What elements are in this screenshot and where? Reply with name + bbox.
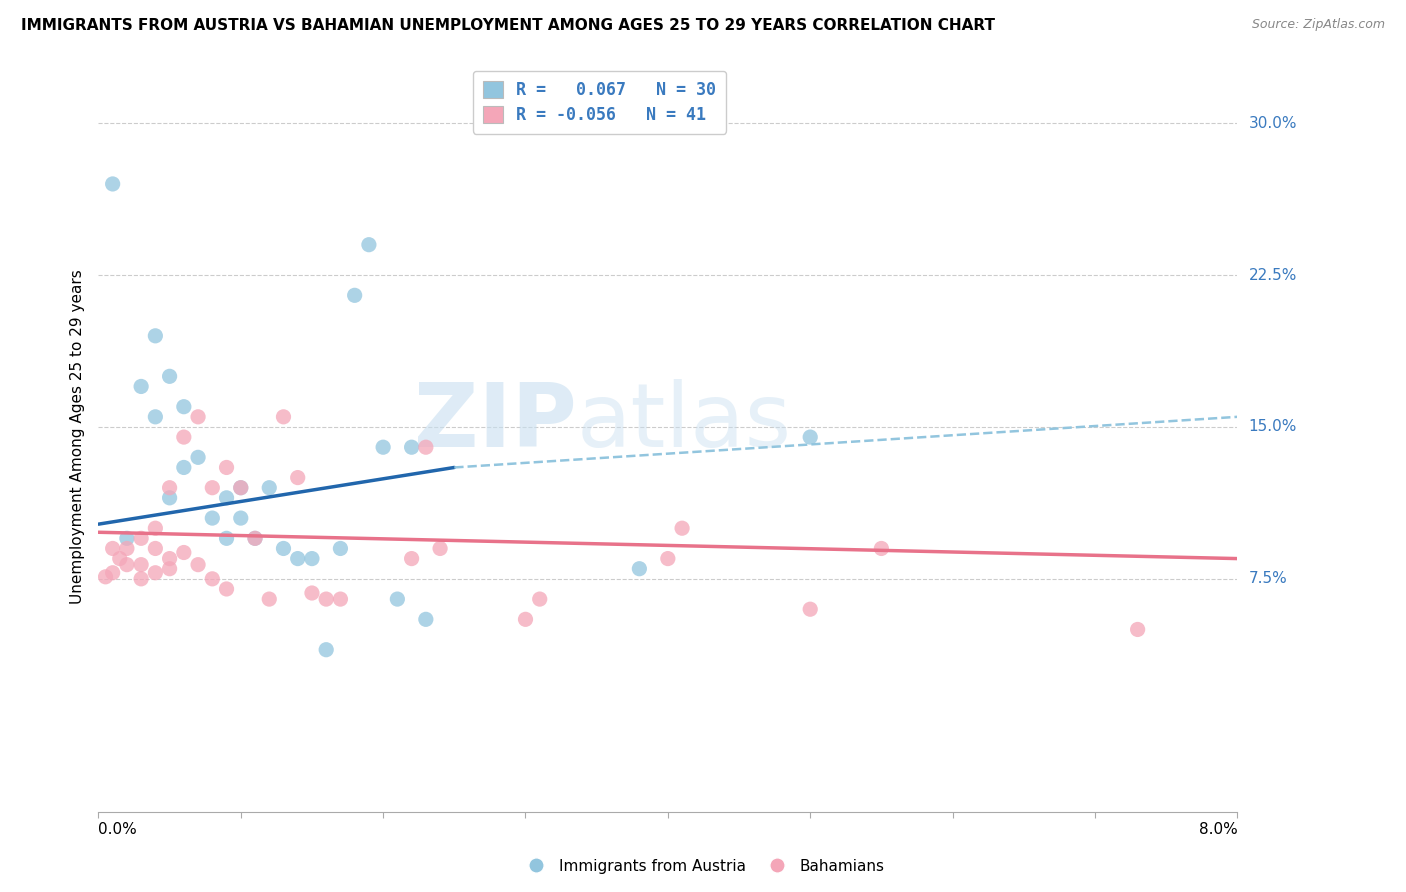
Point [94, 570, 117, 584]
Point [529, 592, 551, 607]
Point [159, 562, 181, 576]
Text: ZIP: ZIP [413, 378, 576, 466]
Point [115, 558, 138, 572]
Point [371, 440, 394, 454]
Point [515, 612, 537, 626]
Point [173, 430, 195, 444]
Point [115, 541, 138, 556]
Point [870, 541, 893, 556]
Point [145, 566, 167, 580]
Y-axis label: Unemployment Among Ages 25 to 29 years: Unemployment Among Ages 25 to 29 years [69, 269, 84, 605]
Point [273, 541, 295, 556]
Point [657, 551, 679, 566]
Legend: R =   0.067   N = 30, R = -0.056   N = 41: R = 0.067 N = 30, R = -0.056 N = 41 [472, 70, 725, 134]
Point [173, 545, 195, 559]
Point [145, 541, 167, 556]
Point [201, 511, 224, 525]
Text: Source: ZipAtlas.com: Source: ZipAtlas.com [1251, 18, 1385, 31]
Point [173, 400, 195, 414]
Point [145, 409, 167, 424]
Point [101, 541, 124, 556]
Point [229, 481, 252, 495]
Point [1126, 623, 1149, 637]
Point [129, 572, 152, 586]
Text: IMMIGRANTS FROM AUSTRIA VS BAHAMIAN UNEMPLOYMENT AMONG AGES 25 TO 29 YEARS CORRE: IMMIGRANTS FROM AUSTRIA VS BAHAMIAN UNEM… [21, 18, 995, 33]
Point [799, 602, 821, 616]
Point [401, 440, 423, 454]
Point [215, 491, 238, 505]
Legend: Immigrants from Austria, Bahamians: Immigrants from Austria, Bahamians [515, 853, 891, 880]
Point [215, 460, 238, 475]
Point [259, 592, 281, 607]
Point [187, 558, 209, 572]
Point [108, 551, 131, 566]
Point [415, 440, 437, 454]
Point [343, 288, 366, 302]
Point [173, 460, 195, 475]
Point [315, 642, 337, 657]
Point [243, 532, 266, 546]
Point [259, 481, 281, 495]
Point [273, 409, 295, 424]
Point [401, 551, 423, 566]
Point [315, 592, 337, 607]
Point [301, 551, 323, 566]
Point [671, 521, 693, 535]
Point [329, 541, 352, 556]
Point [187, 450, 209, 465]
Point [159, 551, 181, 566]
Text: 7.5%: 7.5% [1249, 572, 1286, 586]
Point [159, 369, 181, 384]
Point [287, 470, 309, 484]
Text: 30.0%: 30.0% [1249, 116, 1296, 131]
Point [145, 328, 167, 343]
Point [215, 582, 238, 596]
Point [243, 532, 266, 546]
Point [129, 532, 152, 546]
Point [301, 586, 323, 600]
Point [101, 566, 124, 580]
Point [287, 551, 309, 566]
Point [115, 532, 138, 546]
Point [229, 511, 252, 525]
Point [329, 592, 352, 607]
Point [357, 237, 380, 252]
Point [101, 177, 124, 191]
Point [129, 379, 152, 393]
Point [187, 409, 209, 424]
Point [145, 521, 167, 535]
Point [129, 558, 152, 572]
Point [387, 592, 409, 607]
Text: atlas: atlas [576, 378, 792, 466]
Point [215, 532, 238, 546]
Text: 0.0%: 0.0% [98, 822, 138, 837]
Point [415, 612, 437, 626]
Point [159, 481, 181, 495]
Point [429, 541, 451, 556]
Point [201, 481, 224, 495]
Point [628, 562, 651, 576]
Point [159, 491, 181, 505]
Point [201, 572, 224, 586]
Text: 8.0%: 8.0% [1198, 822, 1237, 837]
Text: 15.0%: 15.0% [1249, 419, 1296, 434]
Text: 22.5%: 22.5% [1249, 268, 1296, 283]
Point [799, 430, 821, 444]
Point [229, 481, 252, 495]
